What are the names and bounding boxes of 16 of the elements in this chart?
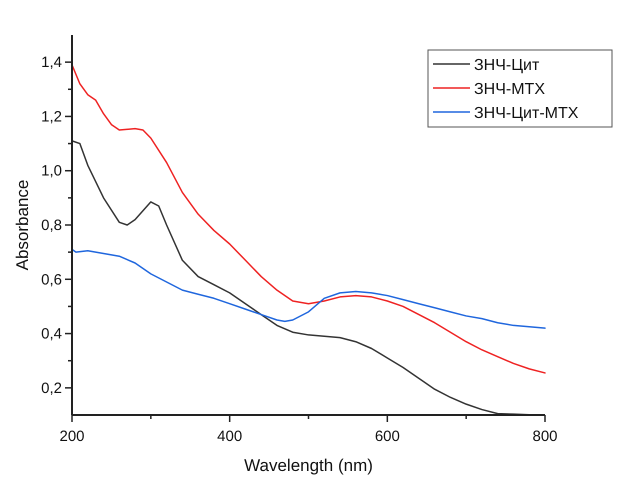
- y-axis-title: Absorbance: [13, 180, 32, 270]
- y-tick-label: 0,2: [41, 380, 62, 397]
- y-tick-label: 0,6: [41, 271, 62, 288]
- y-tick-label: 1,2: [41, 108, 62, 126]
- y-tick-label: 0,8: [41, 217, 62, 234]
- x-axis-title: Wavelength (nm): [244, 456, 373, 475]
- y-tick-label: 1,0: [41, 162, 62, 180]
- x-tick-label: 600: [374, 428, 400, 445]
- x-tick-label: 400: [217, 428, 242, 445]
- x-tick-label: 200: [59, 428, 85, 445]
- y-tick-label: 1,4: [41, 54, 62, 72]
- legend-label: ЗНЧ-Цит-МТХ: [474, 105, 579, 122]
- y-tick-label: 0,4: [41, 326, 62, 343]
- legend-label: ЗНЧ-Цит: [474, 57, 540, 74]
- legend-label: ЗНЧ-МТХ: [474, 81, 546, 98]
- x-tick-label: 800: [532, 428, 558, 445]
